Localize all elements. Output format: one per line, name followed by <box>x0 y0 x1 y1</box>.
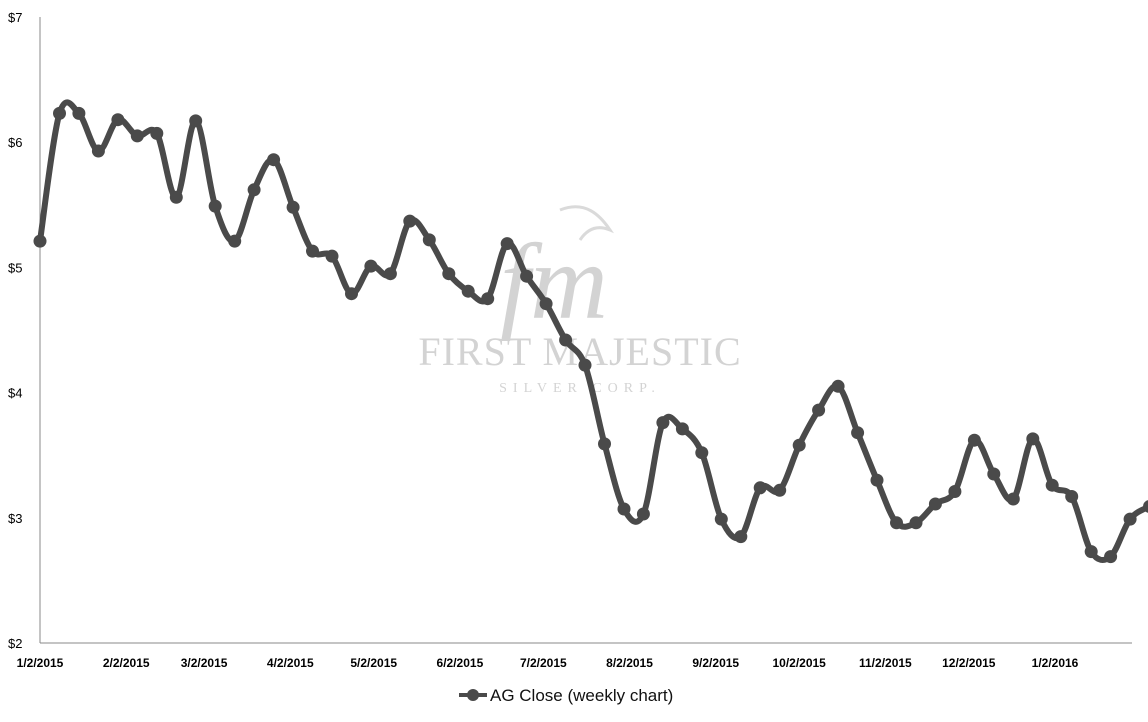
data-point <box>598 437 611 451</box>
data-point <box>286 200 300 214</box>
data-point <box>890 516 903 530</box>
data-point <box>967 433 981 447</box>
data-point <box>656 416 670 430</box>
data-point <box>753 481 767 495</box>
data-point <box>150 126 164 140</box>
data-point <box>559 333 573 347</box>
data-point <box>247 183 261 197</box>
data-point <box>734 530 748 544</box>
data-point <box>773 483 787 497</box>
data-point <box>1104 550 1118 564</box>
x-tick-label: 7/2/2015 <box>520 656 567 670</box>
data-point <box>870 473 884 487</box>
x-tick-label: 5/2/2015 <box>350 656 397 670</box>
y-tick-label: $2 <box>8 636 22 651</box>
data-point <box>383 267 397 281</box>
x-tick-label: 1/2/2016 <box>1032 656 1079 670</box>
y-tick-label: $3 <box>8 511 22 526</box>
x-tick-label: 1/2/2015 <box>17 656 64 670</box>
y-tick-label: $5 <box>8 260 22 275</box>
data-point <box>1084 545 1098 559</box>
data-point <box>1123 512 1137 526</box>
data-point <box>481 292 495 306</box>
x-tick-label: 3/2/2015 <box>181 656 228 670</box>
y-tick-label: $7 <box>8 10 22 25</box>
data-point <box>33 234 47 248</box>
legend-marker-swatch <box>467 689 479 701</box>
data-point <box>1065 490 1079 503</box>
data-point <box>987 467 1001 481</box>
data-point <box>1026 432 1040 446</box>
data-point <box>72 106 86 120</box>
data-points <box>33 106 1148 564</box>
x-tick-label: 4/2/2015 <box>267 656 314 670</box>
legend: AG Close (weekly chart) <box>459 686 673 705</box>
data-point <box>403 214 417 228</box>
svg-text:SILVER CORP.: SILVER CORP. <box>499 381 661 396</box>
x-tick-label: 9/2/2015 <box>692 656 739 670</box>
data-point <box>228 234 242 248</box>
x-tick-label: 11/2/2015 <box>859 656 912 670</box>
data-point <box>520 269 534 283</box>
data-point <box>364 259 378 273</box>
data-point <box>636 507 650 521</box>
data-point <box>695 446 709 460</box>
data-point <box>461 284 475 298</box>
data-point <box>111 113 125 127</box>
x-tick-label: 10/2/2015 <box>772 656 826 670</box>
data-point <box>130 129 144 143</box>
data-point <box>909 516 923 530</box>
y-tick-label: $6 <box>8 135 22 150</box>
data-point <box>345 287 358 301</box>
data-point <box>169 190 183 204</box>
data-point <box>91 144 105 158</box>
x-tick-label: 2/2/2015 <box>103 656 150 670</box>
x-tick-label: 8/2/2015 <box>606 656 653 670</box>
data-point <box>1143 500 1148 513</box>
data-point <box>208 199 222 213</box>
y-tick-label: $4 <box>8 386 22 401</box>
data-point <box>53 106 66 120</box>
data-point <box>714 512 728 526</box>
axes <box>39 17 1132 644</box>
data-point <box>948 485 962 498</box>
x-tick-label: 12/2/2015 <box>942 656 996 670</box>
data-point <box>306 244 319 258</box>
data-point <box>539 297 553 311</box>
data-point <box>325 249 339 263</box>
data-point <box>675 422 689 436</box>
data-point <box>831 379 845 393</box>
data-point <box>851 426 865 440</box>
legend-label: AG Close (weekly chart) <box>490 686 673 705</box>
data-point <box>812 403 826 417</box>
x-tick-label: 6/2/2015 <box>437 656 484 670</box>
data-point <box>267 153 281 167</box>
y-tick-labels: $2 $3 $4 $5 $6 $7 <box>8 10 22 651</box>
x-tick-labels: 1/2/2015 2/2/2015 3/2/2015 4/2/2015 5/2/2015… <box>17 656 1079 670</box>
data-point <box>189 114 203 128</box>
data-point <box>500 237 514 251</box>
data-point <box>1006 492 1020 506</box>
data-point <box>442 267 456 281</box>
data-point <box>422 233 436 247</box>
data-point <box>1045 478 1059 492</box>
data-point <box>578 358 592 372</box>
data-point <box>617 502 631 516</box>
data-point <box>928 497 942 511</box>
data-point <box>792 438 806 452</box>
